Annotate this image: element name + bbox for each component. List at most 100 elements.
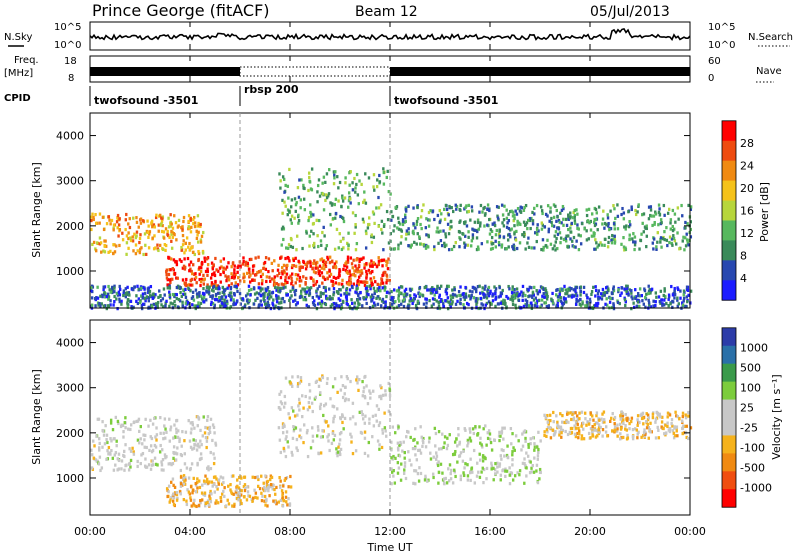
velocity-echo-cell xyxy=(170,495,173,500)
power-echo-cell xyxy=(476,285,480,289)
power-echo-cell xyxy=(533,304,537,308)
velocity-echo-cell xyxy=(675,429,678,433)
cpid-segment-1: twofsound -3501 xyxy=(94,94,198,107)
power-echo-cell xyxy=(459,219,462,223)
power-echo-cell xyxy=(146,287,150,291)
power-echo-cell xyxy=(345,290,348,295)
power-echo-cell xyxy=(444,232,447,236)
power-echo-cell xyxy=(363,198,366,202)
power-echo-cell xyxy=(425,217,428,221)
power-echo-cell xyxy=(551,301,555,305)
velocity-echo-cell xyxy=(311,434,315,438)
power-echo-cell xyxy=(294,303,298,307)
power-echo-cell xyxy=(444,235,448,239)
power-echo-cell xyxy=(260,282,264,286)
velocity-echo-cell xyxy=(390,482,393,486)
velocity-echo-cell xyxy=(684,416,688,420)
velocity-echo-cell xyxy=(572,418,575,422)
power-echo-cell xyxy=(331,202,334,206)
power-echo-cell xyxy=(335,290,339,294)
power-echo-cell xyxy=(453,293,457,297)
power-echo-cell xyxy=(237,276,240,280)
power-echo-cell xyxy=(522,231,526,235)
power-echo-cell xyxy=(217,299,220,303)
power-echo-cell xyxy=(212,263,215,267)
power-echo-cell xyxy=(565,234,568,238)
velocity-echo-cell xyxy=(574,435,578,439)
power-echo-cell xyxy=(381,281,385,285)
power-echo-cell xyxy=(270,291,274,295)
power-echo-cell xyxy=(522,208,526,212)
power-echo-cell xyxy=(324,260,328,264)
power-echo-cell xyxy=(624,300,628,304)
velocity-echo-cell xyxy=(513,474,517,478)
power-echo-cell xyxy=(450,295,453,299)
power-echo-cell xyxy=(562,207,565,211)
velocity-echo-cell xyxy=(222,480,225,485)
power-echo-cell xyxy=(381,297,385,302)
velocity-echo-cell xyxy=(361,413,364,417)
power-echo-cell xyxy=(569,226,572,230)
power-echo-cell xyxy=(334,216,337,220)
velocity-echo-cell xyxy=(561,414,564,418)
power-echo-cell xyxy=(152,247,156,251)
velocity-echo-cell xyxy=(124,426,127,430)
beam-label: Beam 12 xyxy=(355,4,418,20)
velocity-echo-cell xyxy=(630,416,634,420)
velocity-echo-cell xyxy=(121,423,125,428)
velocity-echo-cell xyxy=(136,419,140,423)
velocity-echo-cell xyxy=(107,445,111,450)
velocity-echo-cell xyxy=(379,394,382,398)
power-echo-cell xyxy=(324,302,328,307)
velocity-echo-cell xyxy=(626,436,630,440)
power-echo-cell xyxy=(134,243,138,247)
velocity-echo-cell xyxy=(194,443,197,447)
power-echo-cell xyxy=(579,242,583,246)
power-echo-cell xyxy=(205,257,209,261)
power-echo-cell xyxy=(640,293,644,298)
velocity-echo-cell xyxy=(543,430,546,434)
velocity-echo-cell xyxy=(601,412,604,416)
velocity-echo-cell xyxy=(642,416,645,420)
power-echo-cell xyxy=(414,226,417,230)
velocity-echo-cell xyxy=(383,411,386,415)
power-echo-cell xyxy=(177,297,181,302)
power-echo-cell xyxy=(571,244,574,248)
velocity-echo-cell xyxy=(240,493,243,497)
power-echo-cell xyxy=(415,307,419,311)
velocity-echo-cell xyxy=(666,424,669,429)
power-echo-cell xyxy=(592,220,596,225)
velocity-echo-cell xyxy=(279,450,283,455)
power-echo-cell xyxy=(567,287,571,291)
power-echo-cell xyxy=(267,269,270,274)
power-echo-cell xyxy=(488,208,491,213)
power-echo-cell xyxy=(533,206,536,210)
power-echo-cell xyxy=(341,237,345,241)
power-echo-cell xyxy=(199,224,202,229)
power-echo-cell xyxy=(671,305,674,309)
velocity-echo-cell xyxy=(172,492,175,496)
velocity-echo-cell xyxy=(494,462,497,466)
power-echo-cell xyxy=(351,301,354,305)
power-echo-cell xyxy=(387,241,391,245)
velocity-echo-cell xyxy=(504,467,507,471)
power-echo-cell xyxy=(270,277,274,281)
power-echo-cell xyxy=(617,288,620,292)
velocity-echo-cell xyxy=(331,385,335,389)
velocity-echo-cell xyxy=(212,461,216,466)
power-echo-cell xyxy=(138,240,141,245)
power-echo-cell xyxy=(176,305,180,309)
power-echo-cell xyxy=(412,206,415,210)
power-echo-cell xyxy=(535,301,538,305)
velocity-echo-cell xyxy=(199,439,202,443)
power-echo-cell xyxy=(551,299,554,303)
power-echo-cell xyxy=(287,196,290,200)
power-echo-cell xyxy=(147,288,150,293)
power-echo-cell xyxy=(219,259,223,263)
power-echo-cell xyxy=(434,290,438,294)
power-echo-cell xyxy=(446,296,450,300)
power-echo-cell xyxy=(592,285,595,289)
velocity-echo-cell xyxy=(171,477,175,481)
velocity-echo-cell xyxy=(173,492,176,496)
power-echo-cell xyxy=(368,262,371,266)
